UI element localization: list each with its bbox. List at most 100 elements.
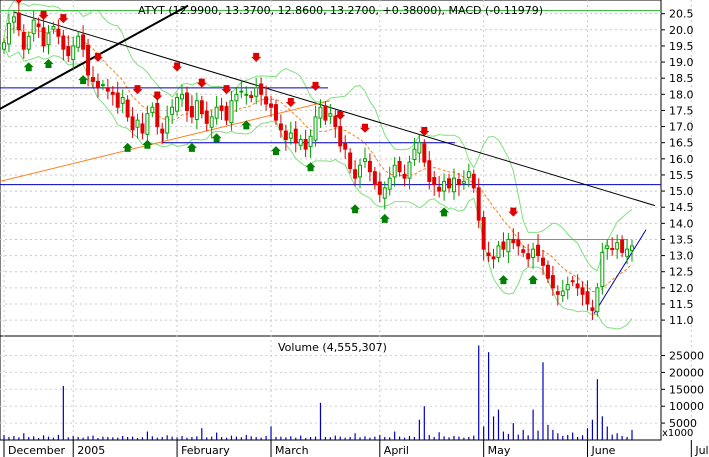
up-arrow-icon — [379, 213, 390, 223]
candle-body — [194, 100, 199, 120]
candle-body — [175, 97, 180, 112]
candle-body — [234, 93, 239, 102]
down-arrow-icon — [251, 52, 262, 62]
bollinger-bands — [3, 0, 633, 330]
candle-body — [293, 128, 298, 144]
candle-body — [76, 35, 81, 48]
up-arrow-icon — [122, 142, 133, 152]
candle-body — [283, 130, 288, 140]
candle-body — [372, 171, 377, 186]
up-arrow-icon — [211, 133, 222, 143]
x-tick-label: June — [590, 444, 615, 457]
candle-body — [442, 180, 447, 192]
down-arrow-icon — [38, 10, 49, 20]
candle-body — [407, 161, 412, 179]
candle-body — [224, 106, 229, 121]
candle-body — [254, 87, 259, 97]
candle-body — [269, 103, 274, 108]
x-axis: December 2005 February March April May June Jul… — [3, 440, 709, 457]
vol-tick-label: 20000 — [669, 366, 704, 379]
candle-body — [560, 290, 565, 297]
candle-body — [456, 178, 461, 186]
candle-body — [95, 80, 100, 89]
candle-body — [397, 160, 402, 173]
down-arrow-icon — [508, 207, 519, 217]
candle-body — [565, 284, 570, 291]
candle-body — [545, 264, 550, 279]
y-tick-label: 13.5 — [669, 233, 694, 246]
candle-body — [471, 173, 476, 189]
x-tick-label: April — [384, 444, 409, 457]
down-arrow-icon — [15, 0, 23, 4]
candle-body — [452, 177, 456, 193]
candle-body — [86, 44, 91, 76]
candle-body — [130, 116, 135, 131]
y-tick-label: 18.5 — [669, 72, 694, 85]
candle-body — [600, 251, 605, 288]
candle-body — [180, 93, 184, 100]
down-arrow-icon — [310, 81, 321, 91]
y-tick-label: 14.5 — [669, 201, 694, 214]
candle-body — [506, 238, 511, 253]
candle-body — [585, 291, 590, 305]
candle-body — [382, 187, 387, 199]
candle-body — [620, 239, 625, 253]
y-tick-label: 12.5 — [669, 266, 694, 279]
volume-unit-label: x1000 — [662, 428, 693, 439]
x-tick-label: December — [8, 444, 66, 457]
candle-body — [323, 105, 328, 121]
y-tick-label: 18.0 — [669, 88, 694, 101]
candle-body — [595, 287, 600, 313]
candle-body — [501, 241, 506, 250]
candle-body — [362, 158, 367, 162]
candle-body — [313, 116, 318, 141]
candle-body — [536, 244, 541, 257]
candle-body — [427, 160, 432, 182]
up-arrow-icon — [350, 204, 361, 214]
y-tick-label: 15.0 — [669, 185, 694, 198]
bollinger-upper — [3, 0, 633, 272]
y-tick-label: 20.5 — [669, 8, 694, 21]
down-arrow-icon — [335, 110, 346, 120]
y-tick-label: 15.5 — [669, 169, 694, 182]
candle-body — [367, 160, 372, 173]
y-tick-label: 19.0 — [669, 56, 694, 69]
candle-body — [333, 115, 338, 128]
candle-body — [41, 27, 46, 47]
candle-body — [476, 187, 481, 221]
candle-body — [214, 106, 219, 119]
up-arrow-icon — [43, 59, 54, 69]
candle-body — [16, 12, 21, 31]
y-tick-label: 17.5 — [669, 104, 694, 117]
candle-body — [481, 217, 486, 250]
downtrend-line — [13, 11, 656, 207]
up-arrow-icon — [23, 62, 34, 72]
candle-body — [531, 248, 536, 259]
candle-body — [432, 177, 437, 186]
candle-body — [348, 152, 353, 170]
vol-tick-label: 10000 — [669, 400, 704, 413]
candle-body — [580, 287, 585, 295]
candle-body — [189, 106, 194, 118]
candle-body — [615, 242, 620, 250]
uptrend-line — [593, 229, 647, 314]
candle-body — [259, 83, 264, 95]
up-arrow-icon — [78, 75, 89, 85]
candle-body — [541, 257, 545, 266]
candle-body — [486, 252, 491, 257]
candle-body — [496, 245, 501, 259]
candle-body — [353, 169, 358, 179]
candle-body — [298, 138, 303, 146]
candle-body — [36, 23, 41, 28]
candle-body — [264, 96, 269, 105]
y-tick-label: 11.0 — [669, 314, 694, 327]
candle-body — [170, 106, 175, 115]
volume-bars — [3, 345, 633, 440]
candle-body — [343, 142, 348, 150]
candle-body — [417, 142, 422, 154]
candle-body — [11, 16, 16, 23]
candle-body — [204, 110, 209, 124]
candle-body — [422, 143, 427, 163]
y-tick-label: 13.0 — [669, 250, 694, 263]
candle-body — [249, 95, 254, 99]
